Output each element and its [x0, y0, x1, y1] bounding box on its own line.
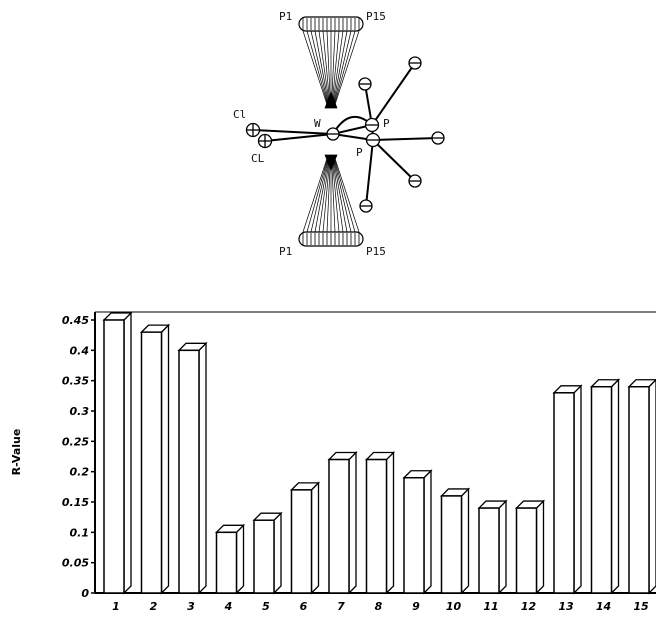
bar [177, 341, 208, 595]
top-cone [302, 30, 360, 109]
atom-c5 [359, 199, 373, 213]
atom-w [326, 127, 340, 141]
x-tick-label: 6 [300, 600, 308, 613]
x-tick-label: 13 [558, 600, 574, 613]
bar [214, 523, 246, 595]
atom-p-lower [365, 132, 381, 148]
y-tick-label: 0.1 [70, 526, 90, 539]
bar [252, 511, 283, 595]
x-tick-label: 10 [446, 600, 462, 613]
bars [102, 311, 656, 595]
x-tick-label: 1 [112, 600, 120, 613]
y-tick-label: 0.3 [70, 405, 90, 418]
x-tick-label: 8 [375, 600, 383, 613]
top-phenyl-stack [298, 16, 364, 32]
y-tick-label: 0.45 [62, 314, 89, 327]
bar [139, 323, 171, 595]
atoms [245, 56, 445, 213]
bar [102, 311, 133, 595]
label-top-p1: P1 [279, 10, 292, 23]
bar [364, 450, 396, 595]
atom-cl-lower [257, 133, 273, 149]
label-p-lower: P [356, 146, 363, 159]
label-bottom-p1: P1 [279, 245, 292, 258]
bar [439, 487, 471, 595]
label-w: W [314, 117, 321, 130]
bar [327, 450, 358, 595]
x-tick-label: 2 [150, 600, 158, 613]
x-tick-label: 14 [596, 600, 611, 613]
x-tick-label: 7 [337, 600, 345, 613]
bottom-phenyl-stack [298, 231, 364, 247]
x-tick-label: 5 [262, 600, 270, 613]
y-tick-label: 0.05 [62, 557, 89, 570]
atom-c3 [431, 131, 445, 145]
bar [477, 499, 508, 595]
label-p-upper: P [383, 117, 390, 130]
y-tick-label: 0.25 [62, 435, 89, 448]
bar [627, 378, 656, 595]
label-cl-upper: Cl [233, 108, 246, 121]
atom-p-upper [364, 117, 380, 133]
x-tick-label: 12 [521, 600, 537, 613]
x-tick-label: 9 [412, 600, 420, 613]
label-top-p15: P15 [366, 10, 386, 23]
y-tick-label: 0.35 [62, 375, 89, 388]
bar [552, 384, 583, 595]
x-tick-label: 11 [483, 600, 498, 613]
y-tick-label: 0.4 [70, 344, 90, 357]
bar [514, 499, 546, 595]
bar [289, 481, 321, 595]
y-axis-ticks: 0 0.05 0.1 0.15 0.2 0.25 0.3 0.35 0.4 0.45 [62, 314, 95, 600]
x-tick-label: 3 [187, 600, 195, 613]
atom-c4 [408, 174, 422, 188]
y-tick-label: 0.2 [70, 466, 90, 479]
x-tick-label: 4 [224, 600, 233, 613]
x-axis-ticks: 1 2 3 4 5 6 7 8 9 10 11 12 13 14 15 [112, 600, 649, 613]
label-cl-lower: CL [251, 152, 265, 165]
x-tick-label: 15 [633, 600, 649, 613]
bar [589, 378, 621, 595]
label-bottom-p15: P15 [366, 245, 386, 258]
bottom-cone [302, 154, 360, 233]
y-axis-label: R-Value [10, 429, 23, 476]
atom-cl-upper [245, 122, 261, 138]
y-tick-label: 0.15 [62, 496, 89, 509]
y-tick-label: 0 [81, 587, 89, 600]
bar [402, 469, 433, 595]
atom-c2 [408, 56, 422, 70]
molecule-diagram: P1 P15 P1 P15 Cl CL W P P [233, 10, 445, 258]
atom-c1 [358, 77, 372, 91]
